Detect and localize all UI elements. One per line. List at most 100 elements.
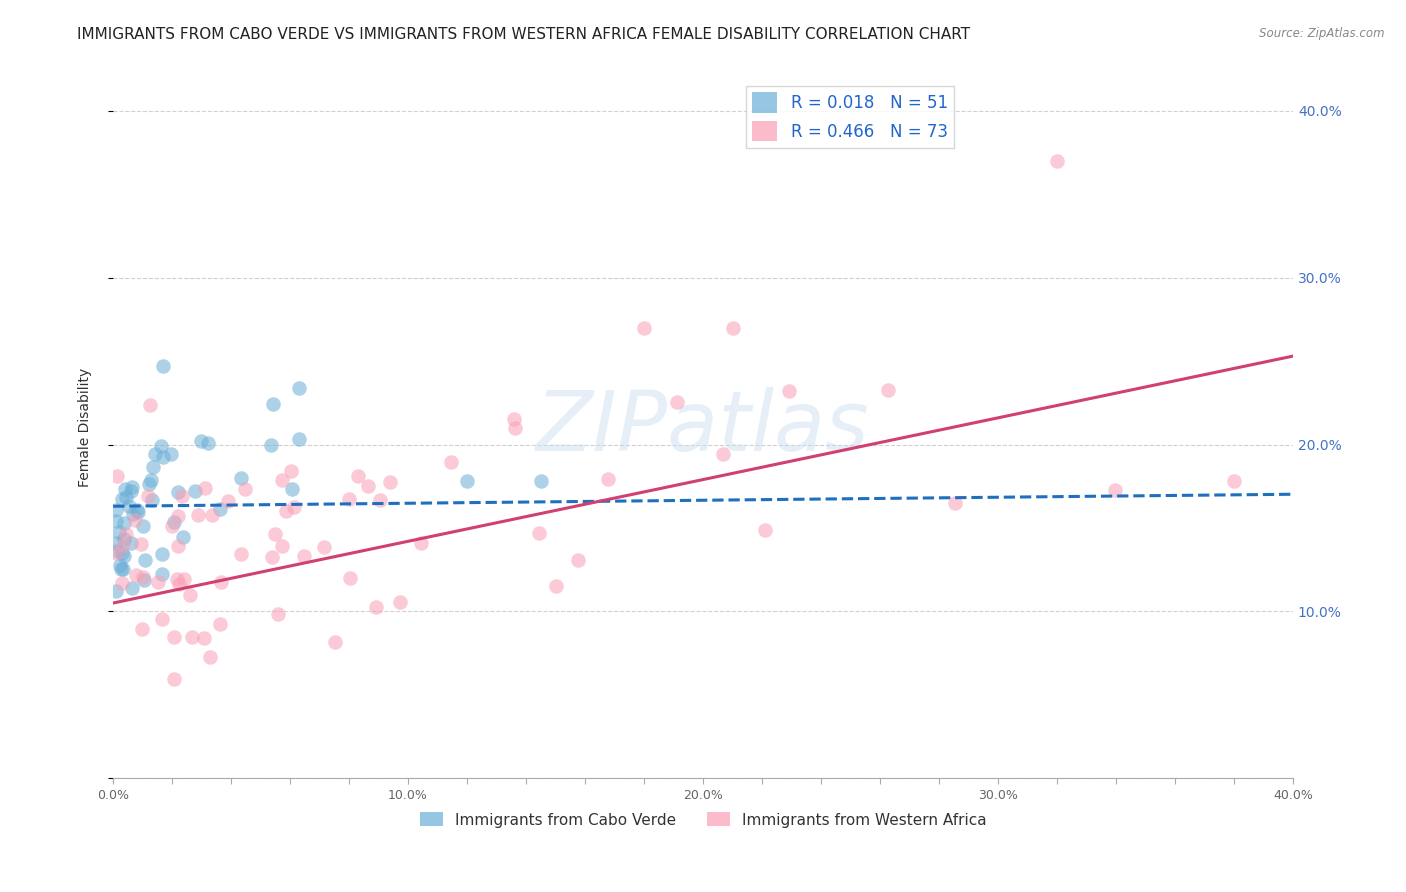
Point [125, 567, 148, 582]
Point [162, 519, 184, 533]
Point [229, 471, 252, 485]
Point [943, 496, 966, 510]
Point [122, 507, 145, 521]
Text: ZIPatlas: ZIPatlas [536, 387, 870, 468]
Point [148, 575, 170, 590]
Point [111, 491, 134, 506]
Point [876, 383, 898, 397]
Point [141, 473, 163, 487]
Point [456, 474, 478, 488]
Point [388, 595, 411, 609]
Point [197, 435, 219, 450]
Point [288, 381, 311, 395]
Point [114, 491, 136, 505]
Point [129, 537, 152, 551]
Point [270, 473, 292, 487]
Point [323, 635, 346, 649]
Point [150, 548, 173, 562]
Point [134, 553, 156, 567]
Point [187, 508, 209, 523]
Point [105, 583, 128, 598]
Point [503, 421, 526, 435]
Text: Source: ZipAtlas.com: Source: ZipAtlas.com [1260, 27, 1385, 40]
Point [114, 482, 136, 496]
Point [120, 483, 142, 498]
Point [287, 432, 309, 446]
Point [366, 599, 388, 614]
Point [167, 508, 190, 523]
Point [281, 482, 304, 496]
Point [260, 438, 283, 452]
Point [139, 398, 162, 412]
Point [163, 515, 186, 529]
Point [409, 536, 432, 550]
Point [665, 395, 688, 409]
Point [143, 447, 166, 461]
Point [136, 489, 159, 503]
Point [173, 572, 195, 586]
Point [132, 574, 155, 588]
Point [208, 616, 231, 631]
Point [292, 549, 315, 564]
Point [141, 493, 163, 508]
Point [112, 549, 135, 563]
Point [200, 649, 222, 664]
Point [368, 492, 391, 507]
Point [209, 574, 232, 589]
Point [260, 549, 283, 564]
Point [114, 526, 136, 541]
Point [218, 493, 240, 508]
Point [721, 320, 744, 334]
Point [159, 447, 181, 461]
Point [271, 539, 294, 553]
Point [1223, 474, 1246, 488]
Point [152, 450, 174, 465]
Point [107, 525, 129, 540]
Point [440, 455, 463, 469]
Point [200, 508, 222, 522]
Point [233, 482, 256, 496]
Legend: Immigrants from Cabo Verde, Immigrants from Western Africa: Immigrants from Cabo Verde, Immigrants f… [413, 806, 993, 834]
Point [312, 540, 335, 554]
Point [567, 553, 589, 567]
Point [131, 623, 153, 637]
Point [262, 397, 284, 411]
Point [111, 546, 134, 560]
Point [337, 491, 360, 506]
Point [181, 630, 204, 644]
Point [121, 581, 143, 595]
Point [112, 562, 135, 576]
Point [633, 320, 655, 334]
Point [105, 469, 128, 483]
Point [346, 468, 368, 483]
Point [150, 612, 173, 626]
Point [112, 532, 135, 546]
Point [190, 434, 212, 448]
Point [118, 499, 141, 513]
Point [380, 475, 402, 489]
Point [170, 490, 193, 504]
Point [280, 464, 302, 478]
Text: IMMIGRANTS FROM CABO VERDE VS IMMIGRANTS FROM WESTERN AFRICA FEMALE DISABILITY C: IMMIGRANTS FROM CABO VERDE VS IMMIGRANTS… [77, 27, 970, 42]
Point [194, 481, 217, 495]
Point [142, 460, 165, 475]
Point [267, 607, 290, 621]
Point [105, 544, 128, 558]
Point [105, 503, 128, 517]
Point [264, 527, 287, 541]
Point [503, 412, 526, 426]
Point [713, 446, 735, 460]
Point [127, 502, 149, 516]
Point [132, 519, 155, 533]
Point [138, 476, 160, 491]
Point [132, 570, 155, 584]
Point [778, 384, 800, 398]
Point [152, 359, 174, 373]
Point [112, 516, 135, 530]
Point [163, 672, 186, 686]
Point [1104, 483, 1126, 498]
Point [357, 479, 380, 493]
Point [149, 439, 172, 453]
Point [111, 538, 134, 552]
Point [110, 562, 132, 576]
